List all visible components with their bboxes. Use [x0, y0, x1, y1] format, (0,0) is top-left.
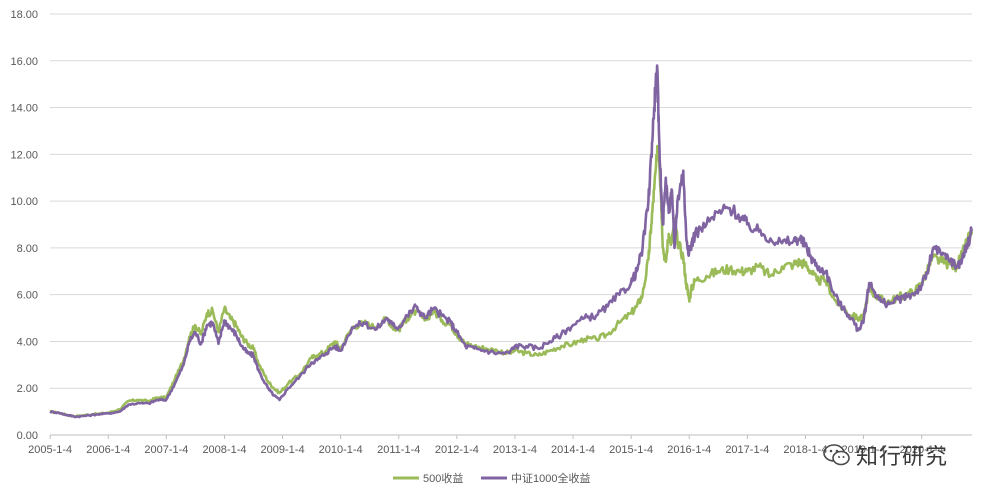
y-tick-label: 12.00 — [10, 149, 38, 161]
y-tick-label: 6.00 — [17, 290, 38, 302]
x-tick-label: 2016-1-4 — [667, 444, 711, 456]
x-tick-label: 2007-1-4 — [144, 444, 188, 456]
y-tick-label: 18.00 — [10, 9, 38, 21]
x-tick-label: 2012-1-4 — [435, 444, 479, 456]
x-tick-label: 2015-1-4 — [609, 444, 653, 456]
y-tick-label: 10.00 — [10, 196, 38, 208]
legend: 500收益 中证1000全收益 — [393, 471, 590, 485]
x-tick-label: 2006-1-4 — [86, 444, 130, 456]
legend-label-2: 中证1000全收益 — [511, 471, 590, 485]
series-line-2 — [49, 64, 974, 419]
gridlines — [50, 13, 972, 389]
x-tick-label: 2014-1-4 — [551, 444, 595, 456]
y-tick-label: 4.00 — [17, 336, 38, 348]
x-tick-label: 2005-1-4 — [28, 444, 72, 456]
y-tick-label: 16.00 — [10, 56, 38, 68]
x-tick-label: 2017-1-4 — [725, 444, 769, 456]
wechat-icon — [823, 444, 850, 466]
watermark: 知行研究 — [822, 438, 972, 472]
series-lines — [49, 64, 974, 419]
y-tick-label: 0.00 — [17, 430, 38, 442]
x-tick-label: 2019-1-4 — [842, 444, 886, 456]
legend-label-1: 500收益 — [423, 471, 463, 485]
x-tick-label: 2011-1-4 — [377, 444, 420, 456]
x-tick-label: 2018-1-4 — [783, 444, 827, 456]
axes: 0.00 2.00 4.00 6.00 8.00 10.00 12.00 14.00 16.00… — [10, 9, 972, 456]
y-tick-label: 8.00 — [17, 243, 38, 255]
watermark-text: 知行研究 — [856, 445, 949, 470]
x-tick-label: 2010-1-4 — [319, 444, 363, 456]
x-tick-label: 2008-1-4 — [202, 444, 246, 456]
x-tick-label: 2013-1-4 — [493, 444, 537, 456]
y-tick-label: 2.00 — [17, 383, 38, 395]
y-tick-label: 14.00 — [10, 103, 38, 115]
series-line-1 — [49, 144, 974, 419]
x-tick-label: 2020-1-4 — [900, 444, 944, 456]
x-tick-label: 2009-1-4 — [261, 444, 305, 456]
